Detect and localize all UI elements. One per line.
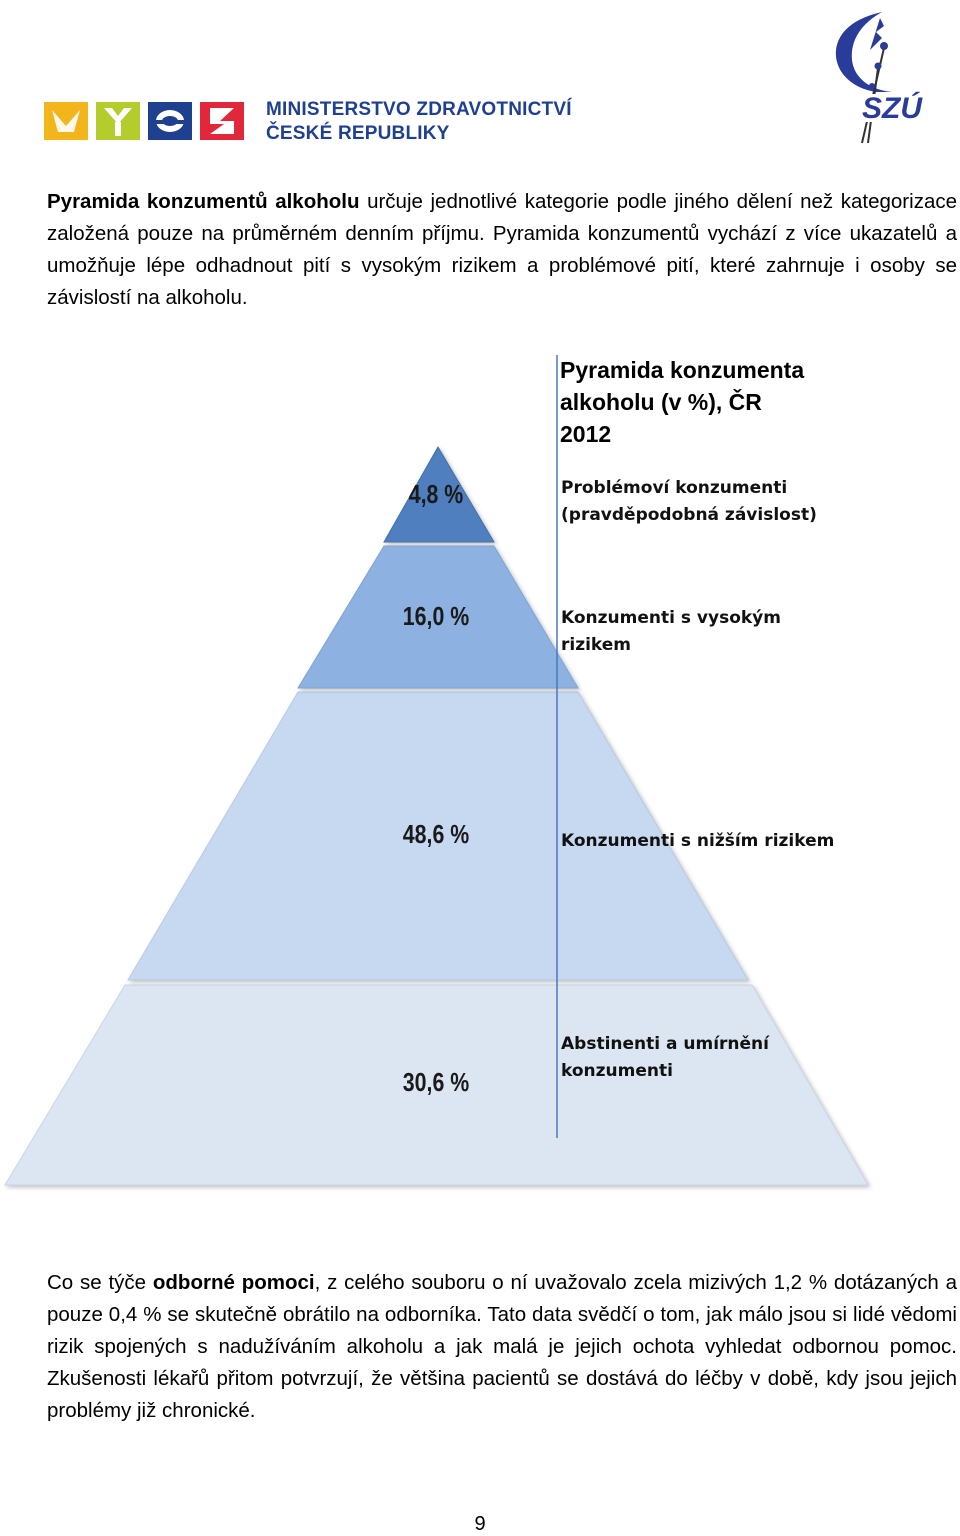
category-label-lower-risk: Konzumenti s nižším rizikem [561,828,861,855]
pct-label-abstainers: 30,6 % [402,1067,470,1097]
ministry-name-line2: ČESKÉ REPUBLIKY [266,123,450,144]
category-label-lower-risk-line1: Konzumenti s nižším rizikem [561,831,835,851]
pyramid-layer-high-risk [297,545,579,689]
pct-label-high-risk: 16,0 % [402,601,470,631]
help-paragraph: Co se týče odborné pomoci, z celého soub… [47,1267,957,1427]
category-label-high-risk-line2: rizikem [561,635,632,655]
category-label-abstainers-line1: Abstinenti a umírnění [561,1034,769,1054]
chart-title: Pyramida konzumenta alkoholu (v %), ČR 2… [560,354,860,450]
consumer-pyramid [4,355,869,1186]
ministry-emblem-icon [44,102,244,140]
ministry-name: MINISTERSTVO ZDRAVOTNICTVÍ ČESKÉ REPUBLI… [266,98,572,146]
intro-paragraph: Pyramida konzumentů alkoholu určuje jedn… [47,186,957,314]
chart-title-line3: 2012 [560,421,612,447]
szu-logo: SZÚ [835,12,948,144]
pyramid-layer-problem [383,446,495,543]
category-label-problem-line1: Problémoví konzumenti [561,478,788,498]
category-label-high-risk: Konzumenti s vysokým rizikem [561,605,861,659]
help-bold-term: odborné pomoci [152,1271,315,1294]
ministry-name-line1: MINISTERSTVO ZDRAVOTNICTVÍ [266,99,572,120]
szu-logo-text: SZÚ [862,91,923,125]
pct-label-lower-risk: 48,6 % [402,819,470,849]
help-text-pre: Co se týče [47,1271,153,1294]
help-text: , z celého souboru o ní uvažovalo zcela … [47,1271,958,1422]
chart-title-line2: alkoholu (v %), ČR [560,389,762,415]
intro-bold-term: Pyramida konzumentů alkoholu [47,190,360,213]
category-label-problem: Problémoví konzumenti (pravděpodobná záv… [561,475,861,529]
category-label-problem-line2: (pravděpodobná závislost) [561,505,817,525]
pyramid-layer-abstainers [4,984,869,1186]
chart-title-line1: Pyramida konzumenta [560,357,805,383]
category-label-abstainers: Abstinenti a umírnění konzumenti [561,1031,861,1085]
pct-label-problem: 4,8 % [408,479,464,509]
ministry-logo: MINISTERSTVO ZDRAVOTNICTVÍ ČESKÉ REPUBLI… [44,96,574,144]
page-number: 9 [474,1513,486,1535]
category-label-abstainers-line2: konzumenti [561,1061,673,1081]
intro-text: určuje jednotlivé kategorie podle jiného… [47,190,957,309]
category-label-high-risk-line1: Konzumenti s vysokým [561,608,781,628]
pyramid-layer-lower-risk [127,691,749,981]
